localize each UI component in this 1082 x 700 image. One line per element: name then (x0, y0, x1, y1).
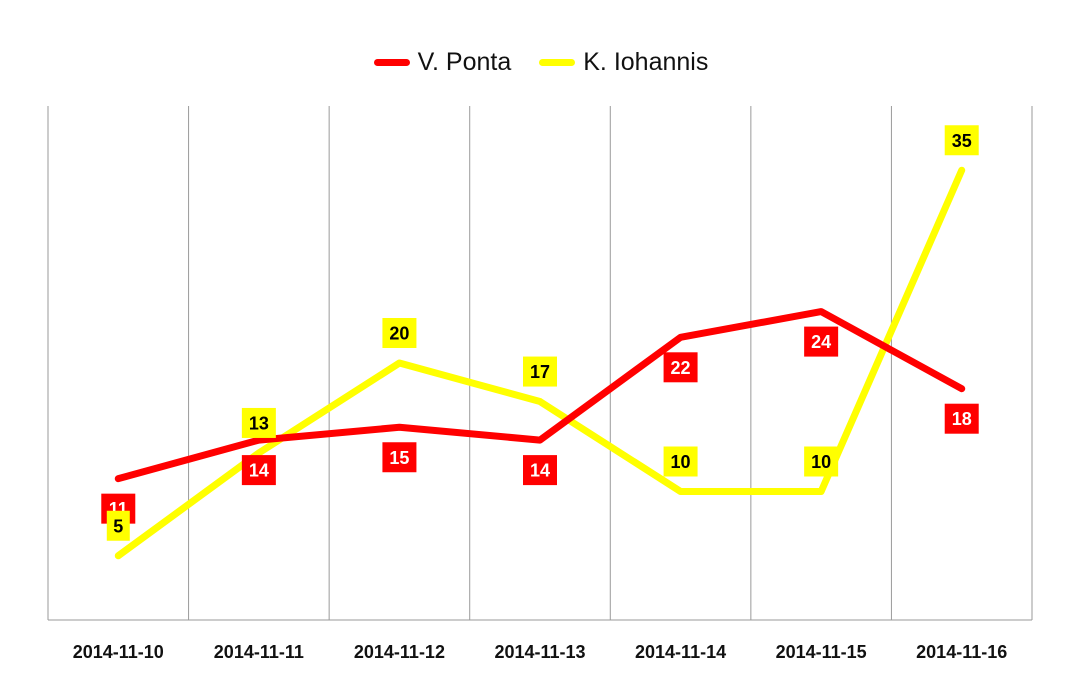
data-label-iohannis: 5 (113, 516, 123, 536)
data-label-box-iohannis (663, 446, 698, 477)
legend-label-iohannis: K. Iohannis (583, 48, 709, 76)
data-label-box-ponta (663, 352, 698, 383)
data-label-iohannis: 17 (530, 362, 550, 382)
data-label-ponta: 18 (952, 409, 972, 429)
data-label-ponta: 15 (389, 448, 409, 468)
data-label-box-ponta (382, 442, 417, 473)
x-tick-label: 2014-11-16 (916, 642, 1007, 662)
data-label-box-iohannis (106, 510, 130, 541)
data-label-box-iohannis (382, 318, 417, 348)
data-label-box-ponta (523, 455, 557, 486)
data-label-ponta: 14 (530, 461, 550, 481)
data-label-box-ponta (241, 455, 276, 486)
data-label-ponta: 24 (811, 332, 831, 352)
legend: V. Ponta K. Iohannis (0, 48, 1082, 77)
legend-swatch-ponta (373, 59, 410, 66)
data-label-iohannis: 10 (811, 452, 831, 472)
data-label-iohannis: 13 (249, 413, 269, 433)
data-label-box-iohannis (241, 407, 276, 438)
legend-swatch-iohannis (539, 59, 576, 66)
series-line-ponta (114, 308, 966, 483)
data-label-iohannis: 20 (389, 324, 409, 344)
legend-item-ponta: V. Ponta (373, 48, 512, 77)
data-label-ponta: 22 (671, 358, 691, 378)
data-label-ponta: 14 (249, 461, 269, 481)
data-label-box-ponta (944, 403, 979, 434)
data-label-box-ponta (804, 326, 839, 357)
x-tick-label: 2014-11-12 (354, 642, 445, 662)
data-label-box-iohannis (944, 125, 979, 156)
x-tick-label: 2014-11-15 (776, 642, 867, 662)
data-label-box-iohannis (804, 446, 839, 477)
legend-label-ponta: V. Ponta (417, 48, 512, 76)
x-tick-label: 2014-11-11 (214, 642, 304, 662)
data-label-iohannis: 10 (671, 452, 691, 472)
series-line-iohannis (114, 166, 966, 560)
data-label-iohannis: 35 (952, 131, 972, 151)
data-label-box-iohannis (523, 356, 557, 387)
x-tick-label: 2014-11-13 (494, 642, 585, 662)
legend-item-iohannis: K. Iohannis (539, 48, 708, 77)
x-tick-label: 2014-11-10 (73, 642, 164, 662)
x-tick-label: 2014-11-14 (635, 642, 726, 662)
